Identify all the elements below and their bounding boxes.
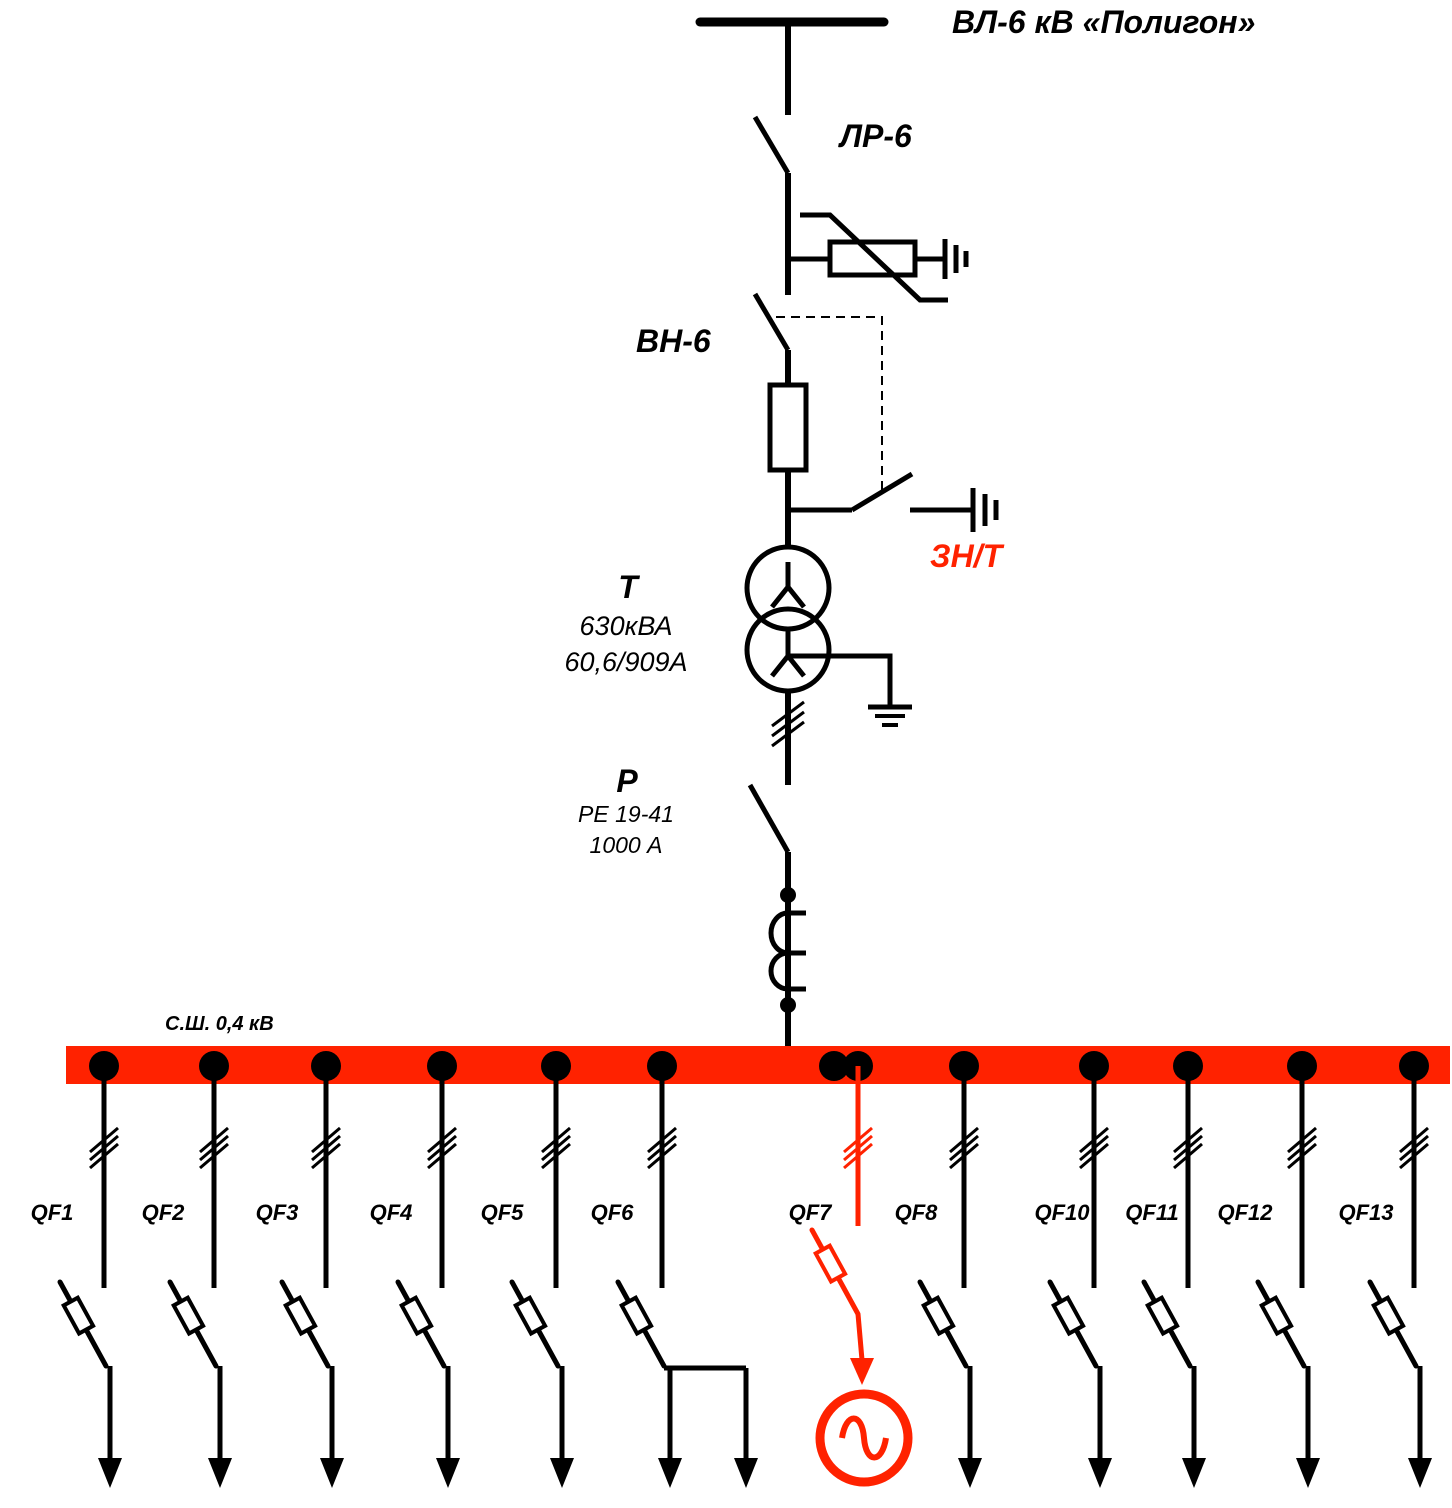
main-switch-type: РЕ 19-41	[578, 801, 674, 827]
phase-mark	[427, 1142, 457, 1170]
feeder-label: QF10	[1034, 1200, 1090, 1225]
phase-mark	[199, 1134, 229, 1162]
main-switch-name: Р	[616, 763, 638, 799]
phase-mark	[89, 1126, 119, 1154]
phase-mark	[1173, 1126, 1203, 1154]
busbar	[66, 1046, 1450, 1084]
transformer-symbol	[744, 544, 912, 785]
feeder-label: QF4	[370, 1200, 413, 1225]
feeder-label: QF1	[31, 1200, 74, 1225]
line-title: ВЛ-6 кВ «Полигон»	[952, 4, 1255, 40]
feeder-label: QF8	[895, 1200, 939, 1225]
feeder-label: QF11	[1125, 1200, 1178, 1225]
phase-mark	[199, 1126, 229, 1154]
phase-mark	[1399, 1126, 1429, 1154]
phase-mark	[949, 1142, 979, 1170]
phase-mark	[311, 1134, 341, 1162]
feeder-qf10: QF10	[1034, 1051, 1112, 1488]
phase-mark	[1287, 1142, 1317, 1170]
bus-connection-dot	[819, 1051, 849, 1081]
feeder-qf1: QF1	[31, 1051, 122, 1488]
feeder-label: QF6	[591, 1200, 635, 1225]
busbar-label: С.Ш. 0,4 кВ	[165, 1013, 274, 1035]
feeder-qf13: QF13	[1338, 1051, 1432, 1488]
generator-icon	[815, 1389, 913, 1487]
feeder-label: QF13	[1338, 1200, 1393, 1225]
feeders: QF1 QF2 QF3 QF4 QF5 QF6 QF7 QF8 QF10 QF11 QF12 QF13	[31, 1051, 1432, 1488]
phase-mark	[427, 1126, 457, 1154]
phase-mark	[541, 1126, 571, 1154]
current-transformer-symbol	[768, 887, 806, 1048]
phase-mark	[1173, 1134, 1203, 1162]
phase-mark	[843, 1142, 873, 1170]
phase-mark	[311, 1126, 341, 1154]
phase-mark	[843, 1134, 873, 1162]
surge-arrester-symbol	[788, 212, 969, 303]
transformer-current: 60,6/909А	[564, 647, 687, 677]
main-switch-current: 1000 А	[590, 832, 663, 858]
feeder-qf4: QF4	[370, 1051, 460, 1488]
load-switch-label: ВН-6	[636, 323, 711, 359]
feeder-label: QF12	[1217, 1200, 1273, 1225]
feeder-label: QF2	[142, 1200, 186, 1225]
feeder-qf12: QF12	[1217, 1051, 1320, 1488]
phase-mark	[1079, 1126, 1109, 1154]
phase-mark	[1287, 1126, 1317, 1154]
disconnector-symbol	[752, 115, 791, 295]
disconnector-label: ЛР-6	[838, 118, 912, 154]
phase-mark	[311, 1142, 341, 1170]
phase-mark	[1399, 1134, 1429, 1162]
main-switch-symbol	[747, 783, 791, 892]
phase-mark	[647, 1134, 677, 1162]
transformer-power: 630кВА	[580, 611, 673, 641]
feeder-qf11: QF11	[1125, 1051, 1206, 1488]
earthing-switch-symbol	[788, 471, 999, 532]
phase-mark	[541, 1142, 571, 1170]
feeder-qf8: QF8	[895, 1051, 982, 1488]
phase-mark	[949, 1134, 979, 1162]
phase-mark	[647, 1142, 677, 1170]
phase-mark	[427, 1134, 457, 1162]
feeder-qf3: QF3	[256, 1051, 344, 1488]
phase-mark	[1287, 1134, 1317, 1162]
feeder-qf5: QF5	[481, 1051, 574, 1488]
phase-mark	[541, 1134, 571, 1162]
transformer-name: Т	[618, 569, 640, 605]
phase-mark	[89, 1142, 119, 1170]
feeder-label: QF7	[789, 1200, 834, 1225]
phase-mark	[89, 1134, 119, 1162]
phase-mark	[199, 1142, 229, 1170]
earthing-switch-label: ЗН/Т	[930, 538, 1005, 574]
feeder-label: QF5	[481, 1200, 525, 1225]
phase-mark	[1079, 1134, 1109, 1162]
phase-mark	[1399, 1142, 1429, 1170]
feeder-qf7: QF7	[789, 1051, 913, 1487]
feeder-qf2: QF2	[142, 1051, 232, 1488]
overhead-line-entry	[695, 17, 889, 115]
phase-mark	[647, 1126, 677, 1154]
phase-mark	[1173, 1142, 1203, 1170]
feeder-label: QF3	[256, 1200, 299, 1225]
phase-mark	[949, 1126, 979, 1154]
feeder-qf6: QF6	[591, 1051, 758, 1488]
phase-mark	[1079, 1142, 1109, 1170]
phase-mark	[843, 1126, 873, 1154]
